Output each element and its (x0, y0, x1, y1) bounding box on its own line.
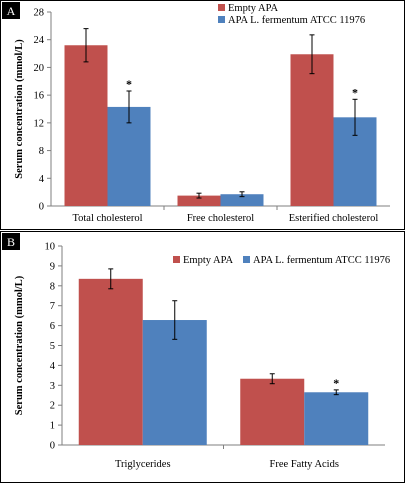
significance-marker: * (126, 77, 132, 91)
bar-apa-fermentum (142, 320, 207, 445)
legend-swatch (218, 4, 225, 11)
panel-label-badge (2, 233, 20, 250)
significance-marker: * (352, 85, 358, 99)
y-tick-label: 9 (50, 261, 55, 272)
category-label: Triglycerides (115, 459, 171, 470)
bar-empty-apa (78, 278, 143, 445)
bar-empty-apa (240, 378, 305, 445)
y-tick-label: 0 (39, 202, 44, 213)
y-tick-label: 3 (50, 381, 55, 392)
y-tick-label: 7 (50, 301, 55, 312)
y-tick-label: 10 (45, 242, 56, 253)
panel-label-badge (2, 2, 20, 19)
bar-apa-fermentum (107, 106, 151, 206)
y-axis-label: Serum concentration (mmol/L) (14, 275, 25, 415)
y-tick-label: 4 (50, 361, 56, 372)
y-tick-label: 1 (50, 421, 55, 432)
legend-swatch (243, 256, 250, 263)
bar-empty-apa (64, 45, 108, 206)
y-tick-label: 12 (34, 118, 45, 129)
bar-empty-apa (290, 54, 334, 207)
panel-a-chart: A 0 4 8 12 16 20 24 28 Serum concentration (mmol/… (2, 2, 390, 224)
bar-apa-fermentum (304, 392, 369, 445)
category-label: Free Fatty Acids (270, 459, 339, 470)
legend-swatch (173, 256, 180, 263)
y-axis-label: Serum concentration (mmol/L) (14, 39, 25, 179)
panel-b-chart: B 0 1 2 3 4 5 6 7 8 9 10 Serum concentration (mmol/L… (2, 233, 390, 470)
legend-label: APA L. fermentum ATCC 11976 (253, 255, 390, 266)
y-tick-label: 20 (34, 63, 45, 74)
panel-label: B (7, 235, 15, 249)
legend-label: Empty APA (228, 3, 279, 14)
category-label: Esterified cholesterol (289, 213, 379, 224)
panel-label: A (7, 4, 16, 18)
y-tick-label: 0 (50, 441, 55, 452)
bar-apa-fermentum (220, 194, 264, 206)
y-tick-label: 24 (34, 35, 45, 46)
category-label: Total cholesterol (72, 213, 142, 224)
y-tick-label: 16 (34, 91, 45, 102)
y-tick-label: 8 (50, 281, 55, 292)
y-tick-label: 5 (50, 341, 55, 352)
legend-label: Empty APA (183, 255, 234, 266)
significance-marker: * (333, 376, 339, 390)
y-tick-label: 8 (39, 146, 44, 157)
bar-empty-apa (177, 195, 221, 206)
y-tick-label: 2 (50, 401, 55, 412)
category-label: Free cholesterol (187, 213, 254, 224)
y-tick-label: 6 (50, 321, 55, 332)
y-tick-label: 4 (39, 174, 45, 185)
legend-swatch (218, 16, 225, 23)
y-tick-label: 28 (34, 8, 45, 19)
legend-label: APA L. fermentum ATCC 11976 (228, 15, 365, 26)
